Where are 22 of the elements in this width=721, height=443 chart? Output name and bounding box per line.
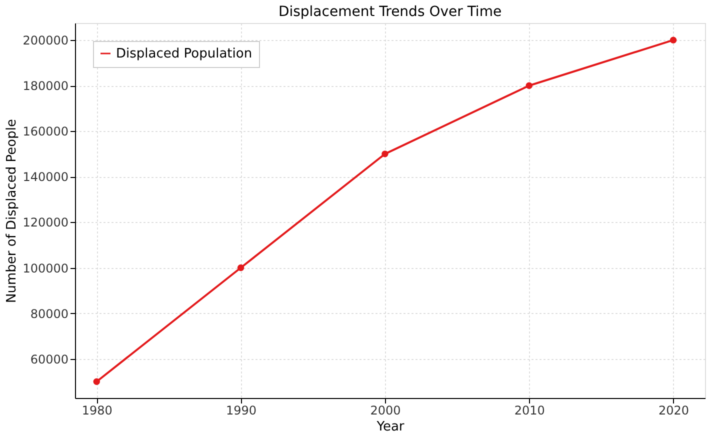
x-axis-title: Year — [376, 420, 405, 434]
y-tick-label: 180000 — [22, 79, 68, 94]
y-tick-label: 120000 — [22, 216, 68, 230]
y-tick-label: 200000 — [22, 34, 68, 48]
x-tick-label: 1990 — [226, 404, 257, 418]
point — [382, 150, 388, 158]
y-tick-label: 60000 — [30, 352, 68, 366]
chart-title: Displacement Trends Over Time — [278, 4, 502, 20]
y-axis-title: Number of Displaced People — [4, 119, 20, 303]
point — [526, 82, 532, 89]
x-tick-label: 2000 — [370, 404, 401, 418]
x-tick-label: 1980 — [82, 404, 112, 418]
point — [93, 378, 100, 385]
y-tick-label: 160000 — [22, 124, 68, 139]
point — [237, 264, 244, 272]
y-tick-label: 80000 — [30, 306, 68, 321]
y-tick-label: 140000 — [22, 170, 68, 184]
x-tick-label: 2020 — [658, 404, 690, 418]
y-tick-label: 100000 — [22, 261, 68, 276]
point — [670, 36, 677, 44]
x-tick-label: 2010 — [514, 404, 545, 418]
legend-label: Displaced Population — [116, 46, 252, 62]
